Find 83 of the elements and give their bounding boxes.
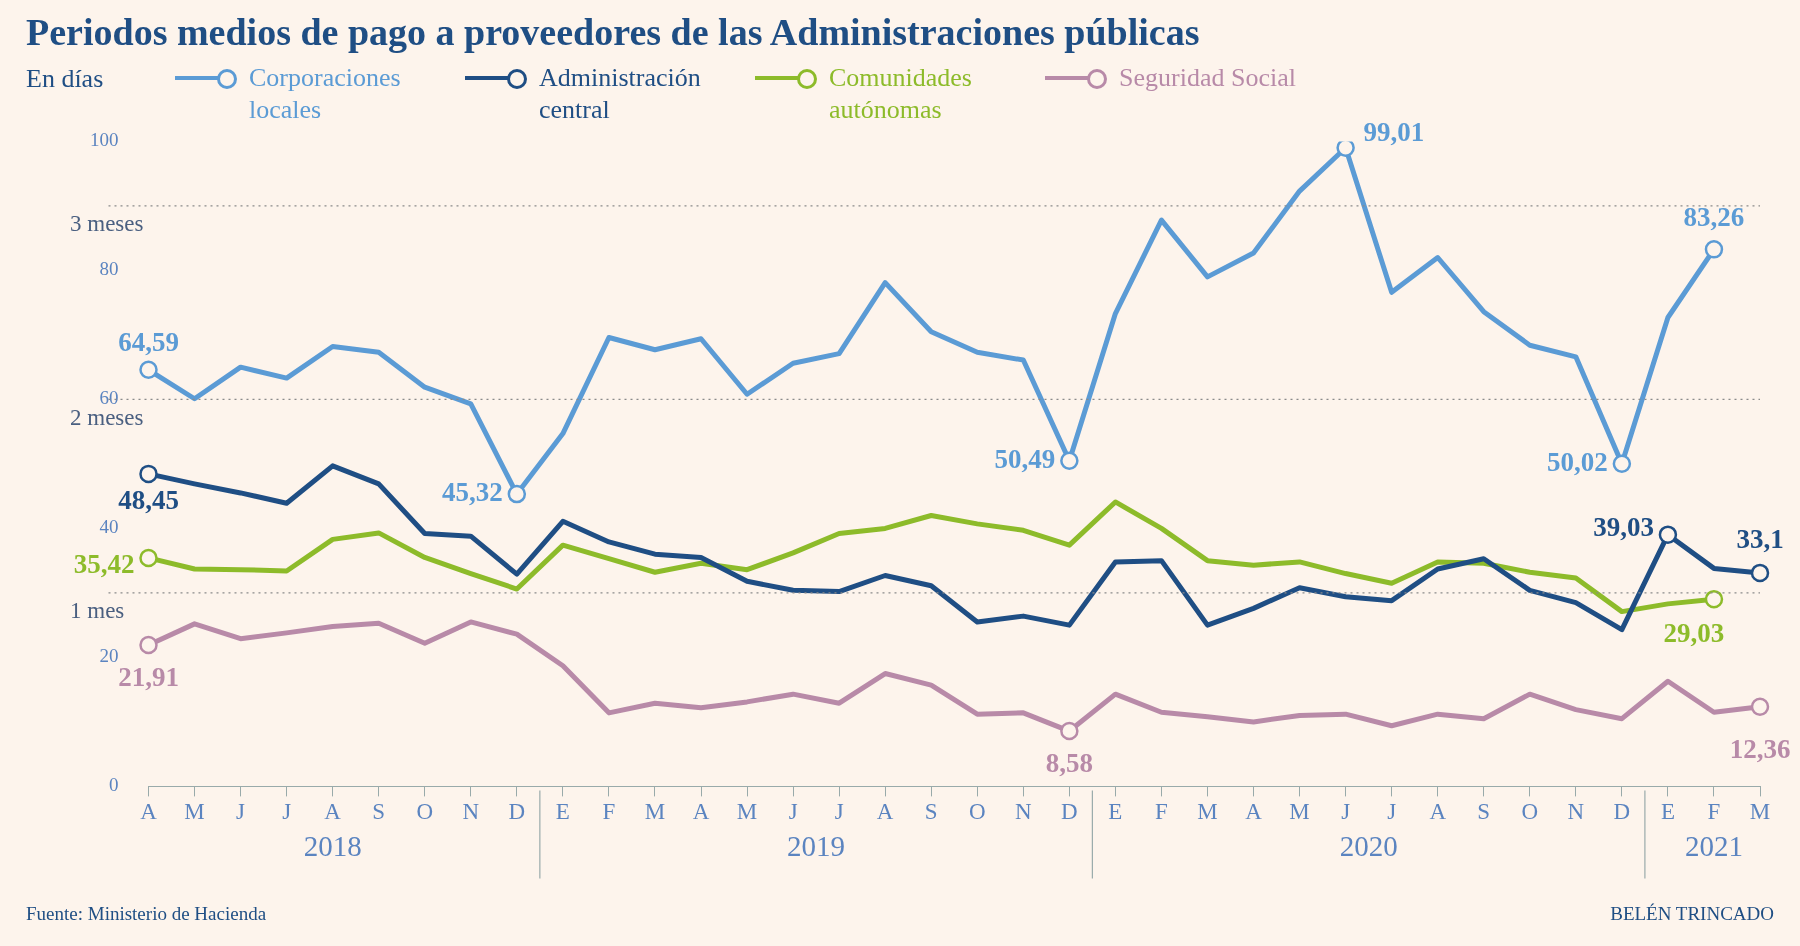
y-tick-label: 40 [99,516,119,538]
y-tick-label: 80 [99,258,119,280]
text: 2018 [303,830,362,863]
point [1658,525,1678,544]
x-tick-label: M [1749,799,1771,825]
x-tick-label: J [1387,799,1397,825]
x-tick-label: S [1477,799,1491,825]
x-tick-label: D [508,799,526,825]
x-tick-label: A [324,799,342,825]
x-tick-label: F [1707,799,1721,825]
source-note: Fuente: Ministerio de Hacienda [26,903,267,925]
legend-label: Corporaciones locales [249,62,402,126]
data-label: 99,01 [1363,116,1425,147]
x-tick-label: J [788,799,798,825]
text: BELÉN TRINCADO [1610,903,1774,925]
x-tick-label: E [1660,799,1675,825]
point [1750,563,1770,583]
data-label: 33,1 [1736,523,1784,554]
x-tick-label: J [1341,799,1351,825]
x-tick-label: A [876,799,894,825]
x-tick-label: M [1197,799,1218,825]
point [1060,451,1079,470]
x-tick-label: N [1567,799,1585,825]
x-tick-label: O [1521,799,1539,825]
data-label: 64,59 [118,326,179,357]
point [1336,141,1355,158]
legend-label: Seguridad Social [1119,62,1296,94]
data-label: 50,02 [1547,446,1608,477]
x-tick-label: M [1289,799,1310,825]
x-tick-label: S [924,799,938,825]
x-tick-label: A [692,799,710,825]
data-label: 50,49 [994,443,1056,474]
data-label: 21,91 [118,662,179,693]
data-label: 48,45 [118,484,179,515]
x-tick-label: S [372,799,386,825]
x-tick-label: A [1429,799,1447,825]
y-tick-label: 20 [99,645,119,667]
point [507,484,527,504]
y-tick-label: 100 [90,129,119,151]
x-tick-label: O [416,799,434,825]
x-tick-label: D [1613,799,1631,825]
x-tick-label: J [236,799,246,825]
x-tick-label: O [968,799,986,825]
x-tick-label: J [282,799,292,825]
data-label: 35,42 [73,548,135,579]
data-label: 12,36 [1729,733,1791,764]
data-label: 45,32 [442,477,503,508]
x-tick-label: J [834,799,844,825]
y-tick-label: 0 [109,774,119,796]
x-tick-label: E [1108,799,1123,825]
legend-label: Administración central [539,62,702,126]
x-tick-label: A [1245,799,1263,825]
point [1704,589,1724,609]
text: 2021 [1684,830,1743,863]
point [1612,454,1632,474]
x-tick-label: N [1015,799,1032,825]
text: 2019 [787,830,846,863]
x-tick-label: M [184,799,205,825]
x-tick-label: N [462,799,480,825]
point [1704,240,1724,259]
x-tick-label: E [555,799,570,825]
ref-line-label: 1 mes [70,598,125,624]
point [1060,721,1079,741]
data-label: 8,58 [1045,748,1093,779]
x-tick-label: F [1155,799,1168,825]
point [139,360,158,380]
data-label: 83,26 [1683,202,1745,233]
ref-line-label: 3 meses [70,211,144,237]
x-tick-label: M [736,799,758,825]
point [139,548,158,568]
point [139,464,158,484]
data-label: 29,03 [1663,618,1725,649]
text: 2020 [1339,830,1398,863]
point [139,635,158,655]
data-label: 39,03 [1593,511,1654,542]
legend-label: Comunidades autónomas [829,62,973,126]
x-tick-label: M [644,799,666,825]
x-tick-label: D [1061,799,1078,825]
y-axis-title: En días [26,64,104,94]
chart-title: Periodos medios de pago a proveedores de las Administraciones públicas [26,10,1200,54]
point [1750,697,1770,716]
x-tick-label: A [140,799,158,825]
x-tick-label: F [602,799,616,825]
